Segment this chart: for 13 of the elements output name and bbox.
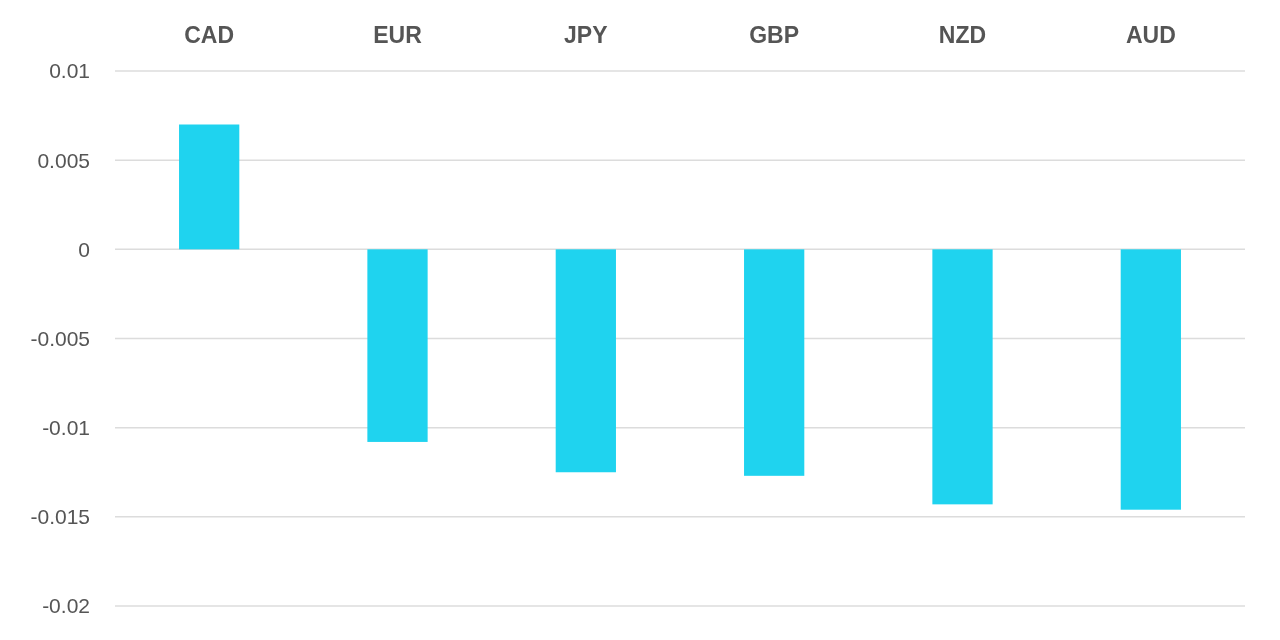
x-tick-label: GBP xyxy=(749,22,800,49)
y-tick-label: 0.01 xyxy=(49,59,90,83)
x-tick-label: NZD xyxy=(938,22,987,49)
y-tick-label: 0.005 xyxy=(37,148,90,172)
x-tick-label: CAD xyxy=(184,22,235,49)
x-tick-label: AUD xyxy=(1125,22,1176,49)
y-tick-label: -0.005 xyxy=(30,326,90,350)
x-tick-label: EUR xyxy=(373,22,423,49)
y-tick-label: -0.015 xyxy=(30,505,90,529)
x-tick-label: JPY xyxy=(564,22,608,49)
y-tick-label: -0.02 xyxy=(42,594,90,618)
y-tick-label: -0.01 xyxy=(42,416,90,440)
y-tick-label: 0 xyxy=(78,237,90,261)
